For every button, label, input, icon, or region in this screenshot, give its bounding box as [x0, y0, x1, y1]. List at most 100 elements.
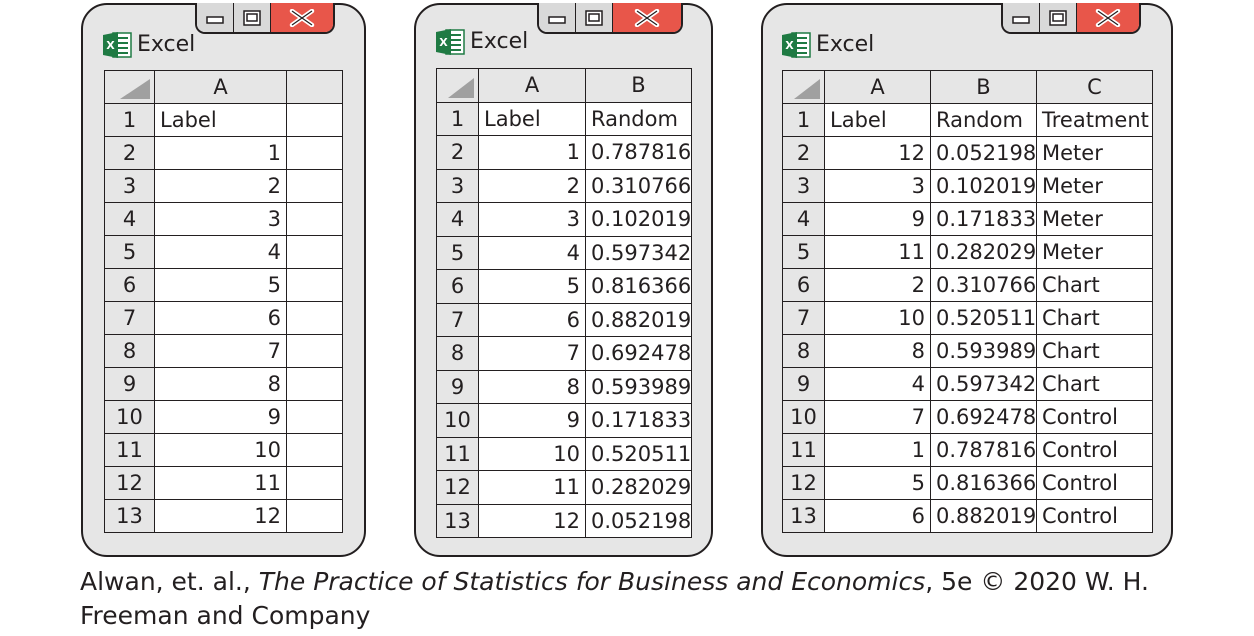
cell[interactable]: 6	[154, 301, 287, 335]
row-header[interactable]: 13	[436, 503, 479, 538]
row-header[interactable]: 2	[104, 136, 155, 170]
row-header[interactable]: 1	[436, 101, 479, 136]
row-header[interactable]: 4	[436, 202, 479, 237]
cell[interactable]: 10	[478, 436, 586, 471]
cell[interactable]: 4	[154, 235, 287, 269]
cell[interactable]: 8	[478, 369, 586, 404]
row-header[interactable]: 7	[104, 301, 155, 335]
minimize-button[interactable]	[539, 3, 576, 32]
row-header[interactable]: 8	[436, 336, 479, 371]
cell[interactable]: 0.520511	[930, 301, 1037, 335]
cell[interactable]: 0.102019	[930, 169, 1037, 203]
cell[interactable]	[286, 433, 343, 467]
row-header[interactable]: 10	[436, 403, 479, 438]
cell[interactable]: 2	[478, 168, 586, 203]
cell[interactable]: 4	[478, 235, 586, 270]
row-header[interactable]: 9	[436, 369, 479, 404]
cell[interactable]: 5	[154, 268, 287, 302]
cell[interactable]: 3	[824, 169, 931, 203]
cell[interactable]: 12	[478, 503, 586, 538]
column-header-b[interactable]	[286, 70, 343, 104]
cell[interactable]	[286, 334, 343, 368]
select-all-corner[interactable]	[436, 68, 479, 103]
cell[interactable]	[286, 499, 343, 533]
cell[interactable]: 8	[154, 367, 287, 401]
cell[interactable]: 0.597342	[585, 235, 692, 270]
cell[interactable]: 6	[478, 302, 586, 337]
cell[interactable]: Control	[1036, 433, 1153, 467]
select-all-corner[interactable]	[104, 70, 155, 104]
cell[interactable]: Chart	[1036, 301, 1153, 335]
cell[interactable]: 9	[154, 400, 287, 434]
cell[interactable]: 0.052198	[585, 503, 692, 538]
cell[interactable]: 0.692478	[585, 336, 692, 371]
maximize-button[interactable]	[1040, 3, 1077, 32]
row-header[interactable]: 13	[782, 499, 825, 533]
row-header[interactable]: 6	[104, 268, 155, 302]
cell[interactable]: 0.882019	[930, 499, 1037, 533]
cell[interactable]	[286, 301, 343, 335]
cell[interactable]: 0.882019	[585, 302, 692, 337]
row-header[interactable]: 12	[104, 466, 155, 500]
cell[interactable]	[286, 466, 343, 500]
cell[interactable]: Label	[824, 103, 931, 137]
minimize-button[interactable]	[1003, 3, 1040, 32]
row-header[interactable]: 1	[782, 103, 825, 137]
row-header[interactable]: 11	[782, 433, 825, 467]
cell[interactable]: 0.171833	[585, 403, 692, 438]
maximize-button[interactable]	[576, 3, 613, 32]
row-header[interactable]: 2	[782, 136, 825, 170]
cell[interactable]: 0.052198	[930, 136, 1037, 170]
row-header[interactable]: 5	[104, 235, 155, 269]
column-header-a[interactable]: A	[824, 70, 931, 104]
cell[interactable]: 0.787816	[585, 135, 692, 170]
close-button[interactable]	[613, 3, 681, 32]
row-header[interactable]: 5	[436, 235, 479, 270]
cell[interactable]: Random	[585, 101, 692, 136]
row-header[interactable]: 6	[782, 268, 825, 302]
close-button[interactable]	[1077, 3, 1139, 32]
cell[interactable]: 0.282029	[930, 235, 1037, 269]
cell[interactable]: Chart	[1036, 334, 1153, 368]
row-header[interactable]: 8	[104, 334, 155, 368]
maximize-button[interactable]	[234, 3, 271, 32]
cell[interactable]: 0.816366	[585, 269, 692, 304]
row-header[interactable]: 3	[104, 169, 155, 203]
cell[interactable]: Meter	[1036, 169, 1153, 203]
column-header-c[interactable]: C	[1036, 70, 1153, 104]
cell[interactable]: 1	[824, 433, 931, 467]
row-header[interactable]: 4	[782, 202, 825, 236]
cell[interactable]	[286, 400, 343, 434]
cell[interactable]: 0.282029	[585, 470, 692, 505]
cell[interactable]	[286, 202, 343, 236]
row-header[interactable]: 4	[104, 202, 155, 236]
cell[interactable]: Control	[1036, 499, 1153, 533]
cell[interactable]	[286, 169, 343, 203]
cell[interactable]: 0.597342	[930, 367, 1037, 401]
cell[interactable]: 0.310766	[930, 268, 1037, 302]
cell[interactable]: 7	[824, 400, 931, 434]
cell[interactable]: 9	[478, 403, 586, 438]
cell[interactable]: 3	[478, 202, 586, 237]
column-header-b[interactable]: B	[930, 70, 1037, 104]
row-header[interactable]: 13	[104, 499, 155, 533]
cell[interactable]: Control	[1036, 400, 1153, 434]
row-header[interactable]: 8	[782, 334, 825, 368]
cell[interactable]	[286, 235, 343, 269]
cell[interactable]: Meter	[1036, 235, 1153, 269]
cell[interactable]: Treatment	[1036, 103, 1153, 137]
cell[interactable]: 0.593989	[930, 334, 1037, 368]
cell[interactable]: 0.593989	[585, 369, 692, 404]
row-header[interactable]: 9	[782, 367, 825, 401]
cell[interactable]: Random	[930, 103, 1037, 137]
minimize-button[interactable]	[197, 3, 234, 32]
cell[interactable]: 7	[478, 336, 586, 371]
cell[interactable]: 0.816366	[930, 466, 1037, 500]
cell[interactable]: 12	[824, 136, 931, 170]
row-header[interactable]: 1	[104, 103, 155, 137]
cell[interactable]: 5	[824, 466, 931, 500]
cell[interactable]	[286, 268, 343, 302]
row-header[interactable]: 3	[782, 169, 825, 203]
cell[interactable]: 11	[154, 466, 287, 500]
row-header[interactable]: 9	[104, 367, 155, 401]
